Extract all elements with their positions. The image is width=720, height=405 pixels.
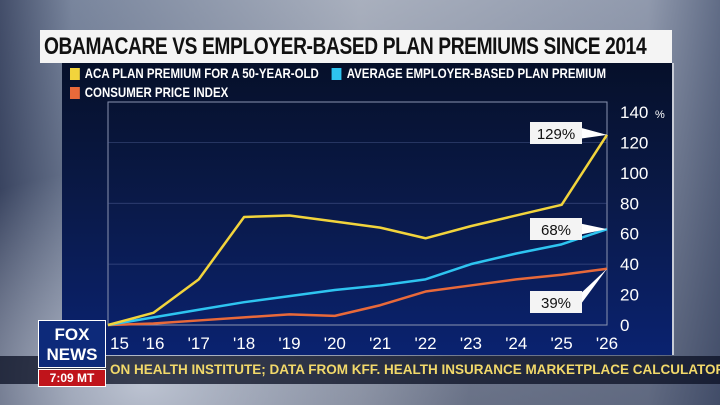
y-tick-label: 20 <box>620 286 639 305</box>
y-tick-label: 80 <box>620 194 639 213</box>
legend-label: ACA PLAN PREMIUM FOR A 50-YEAR-OLD <box>84 65 319 81</box>
x-tick-label: 15 <box>110 334 129 353</box>
x-tick-label: '16 <box>142 334 164 353</box>
source-text: ON HEALTH INSTITUTE; DATA FROM KFF. HEAL… <box>110 362 720 377</box>
callout-box <box>530 291 582 313</box>
legend-item-employer: AVERAGE EMPLOYER-BASED PLAN PREMIUM <box>331 64 607 83</box>
y-tick-label: 100 <box>620 164 648 183</box>
x-tick-label: '20 <box>324 334 346 353</box>
x-tick-label: '17 <box>188 334 210 353</box>
y-tick-label: 0 <box>620 316 629 335</box>
callout-box <box>530 122 582 144</box>
callout-label: 129% <box>537 126 575 143</box>
callout-pointer <box>578 268 607 308</box>
chart-title: OBAMACARE VS EMPLOYER-BASED PLAN PREMIUM… <box>44 33 647 60</box>
y-tick-label: 140 <box>620 103 648 122</box>
callout-label: 68% <box>541 222 571 239</box>
title-bar: OBAMACARE VS EMPLOYER-BASED PLAN PREMIUM… <box>40 30 672 63</box>
legend-item-aca: ACA PLAN PREMIUM FOR A 50-YEAR-OLD <box>70 64 319 83</box>
x-tick-label: '25 <box>551 334 573 353</box>
x-tick-label: '21 <box>369 334 391 353</box>
y-unit-label: % <box>655 109 665 121</box>
y-tick-label: 60 <box>620 225 639 244</box>
plot-frame <box>107 101 608 326</box>
callout-label: 39% <box>541 295 571 312</box>
x-tick-label: '18 <box>233 334 255 353</box>
series-line <box>107 227 608 327</box>
y-tick-label: 40 <box>620 255 639 274</box>
callout-pointer <box>578 223 607 235</box>
callout-box <box>530 218 582 240</box>
legend-label: AVERAGE EMPLOYER-BASED PLAN PREMIUM <box>346 65 607 81</box>
clock: 7:09 MT <box>38 369 106 387</box>
x-tick-label: '22 <box>414 334 436 353</box>
legend-swatch <box>331 67 342 80</box>
x-tick-label: '26 <box>596 334 618 353</box>
legend-item-cpi: CONSUMER PRICE INDEX <box>70 83 606 102</box>
x-tick-label: '19 <box>278 334 300 353</box>
legend-label: CONSUMER PRICE INDEX <box>84 84 229 100</box>
callout-pointer <box>578 127 607 139</box>
series-line <box>107 134 609 327</box>
legend-swatch <box>70 67 80 80</box>
series-line <box>107 267 608 327</box>
legend-swatch <box>70 86 80 99</box>
fox-news-logo: FOX NEWS <box>38 320 106 368</box>
y-tick-label: 120 <box>620 133 648 152</box>
x-tick-label: '24 <box>505 334 527 353</box>
x-tick-label: '23 <box>460 334 482 353</box>
legend: ACA PLAN PREMIUM FOR A 50-YEAR-OLD AVERA… <box>70 64 606 102</box>
source-bar: ON HEALTH INSTITUTE; DATA FROM KFF. HEAL… <box>0 356 720 384</box>
